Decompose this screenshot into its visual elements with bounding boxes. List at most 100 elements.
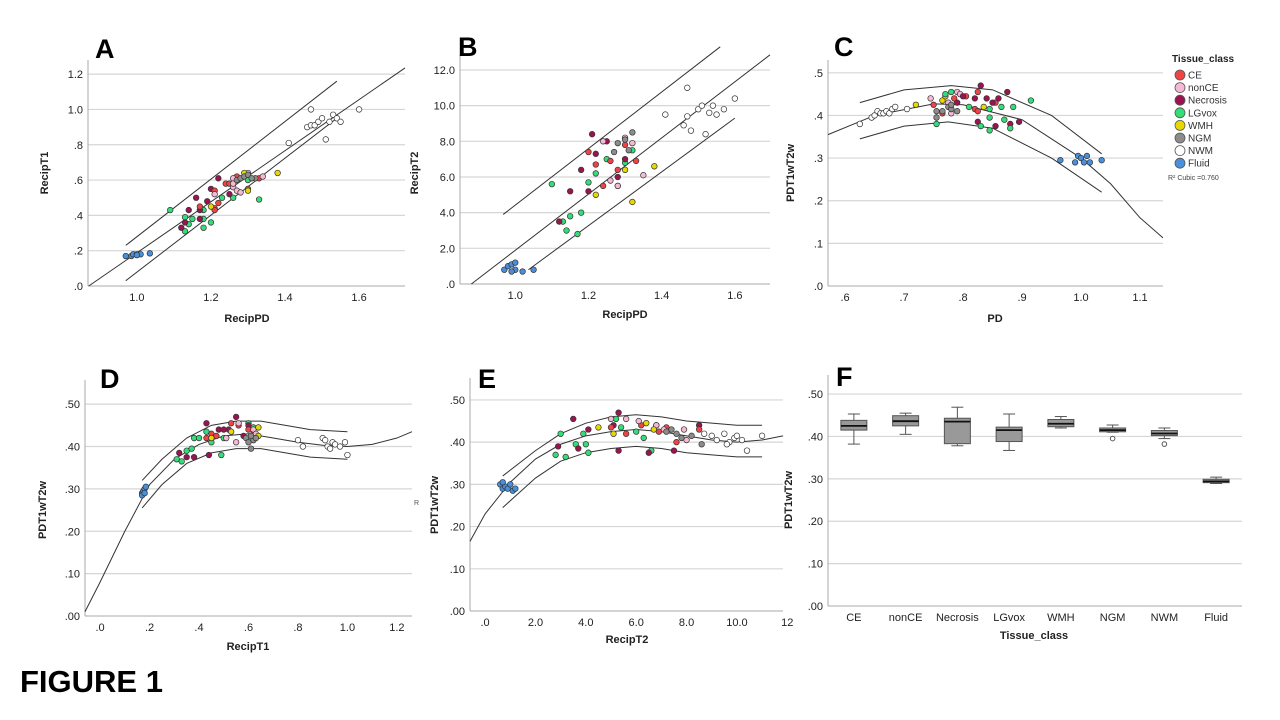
- data-point-necrosis: [971, 95, 979, 102]
- data-point-necrosis: [592, 150, 599, 157]
- data-point-necrosis: [185, 206, 192, 214]
- data-point-nwm: [709, 102, 717, 109]
- data-point-necrosis: [577, 166, 585, 174]
- data-point-nwm: [337, 118, 344, 125]
- data-point-wmh: [228, 428, 235, 435]
- data-point-lgvox: [640, 434, 647, 442]
- y-tick-label: .5: [814, 68, 823, 80]
- x-tick-label: .8: [958, 292, 967, 304]
- data-point-nonce: [614, 182, 621, 190]
- data-point-ngm: [252, 434, 260, 442]
- data-point-necrosis: [192, 194, 200, 201]
- legend-label: nonCE: [1188, 83, 1219, 94]
- data-point-lgvox: [585, 179, 592, 186]
- x-tick-label: 4.0: [578, 617, 593, 629]
- data-point-fluid: [1098, 157, 1105, 164]
- x-axis-title: RecipPD: [224, 313, 269, 325]
- data-point-ce: [930, 101, 937, 108]
- data-point-lgvox: [218, 451, 225, 459]
- data-point-necrosis: [203, 420, 210, 427]
- y-tick-label: .20: [65, 526, 80, 538]
- y-tick-label: .30: [808, 474, 823, 486]
- y-tick-label: 1.2: [68, 69, 83, 81]
- data-point-ce: [673, 439, 680, 446]
- data-point-nwm: [738, 436, 746, 444]
- legend-marker-wmh: [1174, 120, 1186, 131]
- data-point-ce: [592, 161, 599, 168]
- data-point-fluid: [512, 485, 519, 492]
- y-tick-label: 12.0: [434, 65, 455, 77]
- data-point-nonce: [599, 138, 607, 145]
- data-point-ngm: [247, 445, 255, 452]
- data-point-nonce: [635, 417, 642, 425]
- x-tick-label: 1.6: [351, 292, 366, 304]
- y-tick-label: .10: [450, 564, 465, 576]
- data-point-nwm: [299, 443, 307, 450]
- x-tick-label: .0: [95, 622, 104, 634]
- panel-b: .0 2.0 4.0 6.0 8.0 10.0 12.0 1.0 1.2 1.4 1.6 B Recip…: [409, 32, 771, 321]
- y-axis-title: RecipT1: [39, 152, 51, 195]
- data-point-nwm: [684, 84, 691, 91]
- data-point-nwm: [341, 439, 349, 446]
- data-point-nwm: [322, 136, 329, 143]
- data-point-nwm: [731, 95, 739, 102]
- data-point-ngm: [933, 114, 940, 121]
- data-point-lgvox: [181, 213, 189, 221]
- panel-letter: C: [834, 32, 854, 62]
- data-point-necrosis: [621, 156, 629, 163]
- data-point-necrosis: [205, 451, 213, 459]
- panel-letter: B: [458, 32, 478, 62]
- data-point-lgvox: [557, 430, 564, 437]
- y-axis-title: PDT1wT2w: [37, 481, 49, 540]
- legend-label: LGvox: [1188, 108, 1217, 119]
- data-point-ce: [974, 88, 981, 96]
- data-point-nwm: [285, 139, 292, 147]
- data-point-lgvox: [200, 224, 207, 231]
- data-point-ce: [951, 95, 958, 102]
- y-tick-label: .00: [65, 611, 80, 623]
- y-tick-label: .30: [65, 484, 80, 496]
- x-tick-label: Necrosis: [936, 612, 979, 624]
- x-axis-title: RecipT1: [227, 641, 270, 653]
- data-point-necrosis: [232, 413, 240, 421]
- data-point-ce: [632, 157, 640, 165]
- data-point-necrosis: [977, 82, 984, 89]
- data-point-nwm: [322, 437, 329, 444]
- x-tick-label: 1.0: [129, 292, 144, 304]
- data-point-lgvox: [582, 441, 589, 448]
- data-point-ce: [228, 420, 235, 427]
- legend-marker-fluid: [1174, 157, 1186, 169]
- data-point-wmh: [207, 203, 215, 210]
- x-tick-label: 1.0: [1073, 292, 1088, 304]
- y-tick-label: .6: [74, 175, 83, 187]
- data-point-fluid: [1086, 159, 1094, 166]
- data-point-nwm: [856, 120, 863, 128]
- data-point-lgvox: [986, 127, 993, 134]
- r2-label: R² Cubic =0.760: [1168, 175, 1219, 182]
- data-point-necrosis: [959, 93, 967, 100]
- data-point-fluid: [1080, 159, 1088, 166]
- panel-e: .00 .10 .20 .30 .40 .50 .0 2.0 4.0 6.0 8.0 10.0 12 E R…: [429, 364, 793, 646]
- data-point-lgvox: [207, 219, 215, 226]
- data-point-lgvox: [1001, 116, 1008, 123]
- data-point-nwm: [733, 432, 741, 439]
- data-point-lgvox: [948, 88, 955, 96]
- y-tick-label: .2: [814, 196, 823, 208]
- x-axis-title: Tissue_class: [1000, 630, 1068, 642]
- data-point-nwm: [706, 109, 713, 116]
- y-tick-label: .3: [814, 153, 823, 165]
- data-point-ce: [599, 182, 607, 190]
- panel-f: .00 .10 .20 .30 .40 .50 CE nonCE Necrosis LGvox WM…: [783, 362, 1242, 642]
- data-point-necrosis: [1015, 118, 1023, 125]
- data-point-necrosis: [992, 122, 999, 130]
- data-point-wmh: [244, 187, 252, 194]
- data-point-necrosis: [954, 99, 961, 106]
- x-tick-label: nonCE: [889, 612, 923, 624]
- data-point-ngm: [248, 175, 255, 182]
- legend-marker-ngm: [1174, 132, 1186, 144]
- x-tick-label: 6.0: [629, 617, 644, 629]
- data-point-ngm: [610, 148, 618, 156]
- data-point-nwm: [723, 441, 730, 448]
- data-point-necrosis: [554, 443, 562, 450]
